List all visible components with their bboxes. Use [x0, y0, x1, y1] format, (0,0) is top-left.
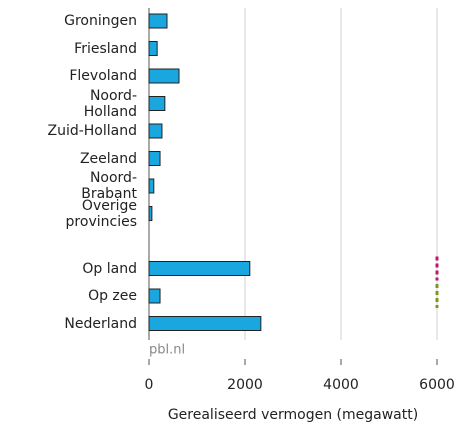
bar [148, 261, 251, 276]
y-tick-label-box: Noord-Brabant [81, 170, 137, 202]
x-tick-label: 2000 [227, 377, 263, 393]
bar [148, 68, 180, 84]
y-tick-label-box: Overige provincies [65, 197, 137, 230]
y-tick-label: Zuid-Holland [47, 123, 137, 139]
x-tick-label: 6000 [419, 377, 455, 393]
bar [148, 123, 163, 139]
y-tick-label-box: Op zee [88, 288, 137, 304]
source: pbl.nl [149, 343, 185, 358]
x-axis-label: Gerealiseerd vermogen (megawatt) [168, 407, 418, 423]
y-tick-label-box: Friesland [74, 40, 137, 57]
bar [148, 41, 158, 56]
bar [148, 206, 153, 221]
bar [148, 316, 262, 331]
y-tick-label: Nederland [64, 315, 137, 332]
bar [148, 96, 166, 111]
y-tick-label-box: Zuid-Holland [47, 123, 137, 139]
y-tick-label: Noord-Brabant [81, 170, 137, 202]
bar [148, 151, 161, 166]
y-tick-label: Noord-Holland [83, 87, 137, 120]
bar [148, 288, 161, 304]
y-tick-label-box: Groningen [64, 13, 137, 29]
y-tick-label: Op zee [88, 288, 137, 304]
bar [148, 13, 168, 29]
y-tick-label-box: Noord-Holland [83, 87, 137, 120]
y-tick-label-box: Zeeland [79, 150, 137, 167]
y-tick-label: Flevoland [69, 68, 137, 84]
y-tick-label: Groningen [64, 13, 137, 29]
y-tick-label: Zeeland [79, 150, 137, 167]
y-tick-label-box: Nederland [64, 315, 137, 332]
y-tick-label: Op land [82, 260, 137, 277]
x-tick-label: 4000 [323, 377, 359, 393]
y-tick-label-box: Flevoland [69, 68, 137, 84]
y-tick-label-box: Op land [82, 260, 137, 277]
y-tick-label: Overige provincies [65, 197, 137, 230]
bar [148, 178, 155, 194]
x-tick-label: 0 [145, 377, 154, 393]
y-tick-label: Friesland [74, 40, 137, 57]
